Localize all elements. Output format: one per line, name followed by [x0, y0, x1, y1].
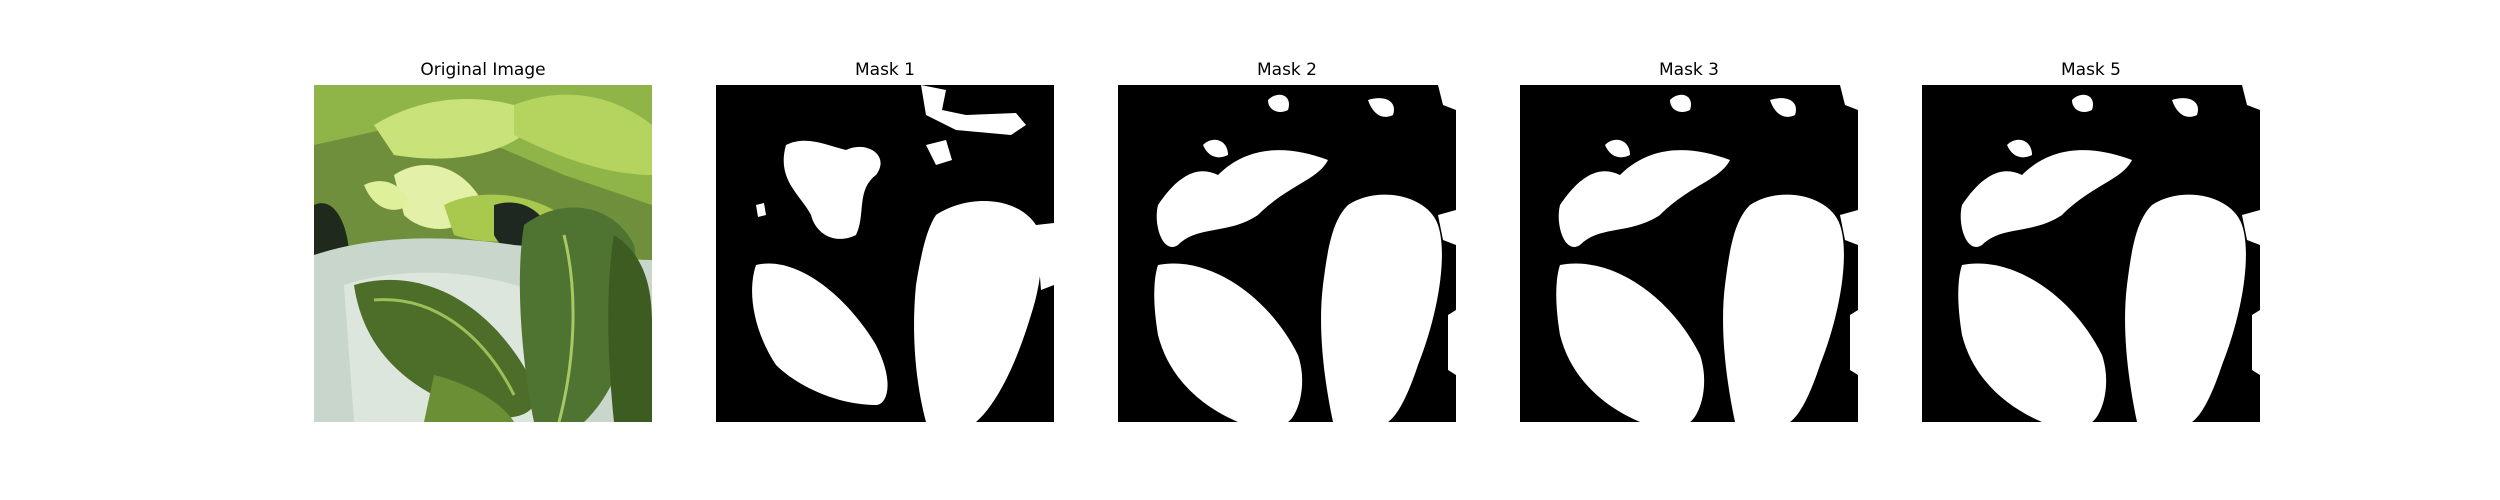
mask-5-image [1922, 85, 2260, 422]
panel-title: Mask 3 [1658, 60, 1719, 80]
mask-2-image [1118, 85, 1456, 422]
panel-title: Original Image [420, 60, 546, 80]
panel-title: Mask 5 [2060, 60, 2121, 80]
panel-title: Mask 1 [854, 60, 915, 80]
panel-title: Mask 2 [1256, 60, 1317, 80]
original-image [314, 85, 652, 422]
mask-1-image [716, 85, 1054, 422]
mask-3-image [1520, 85, 1858, 422]
